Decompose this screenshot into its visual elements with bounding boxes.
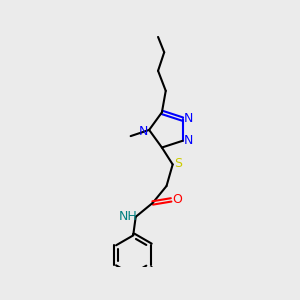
Text: N: N <box>183 134 193 147</box>
Text: NH: NH <box>118 209 137 223</box>
Text: N: N <box>139 125 148 138</box>
Text: S: S <box>174 157 182 170</box>
Text: N: N <box>183 112 193 125</box>
Text: O: O <box>172 193 182 206</box>
